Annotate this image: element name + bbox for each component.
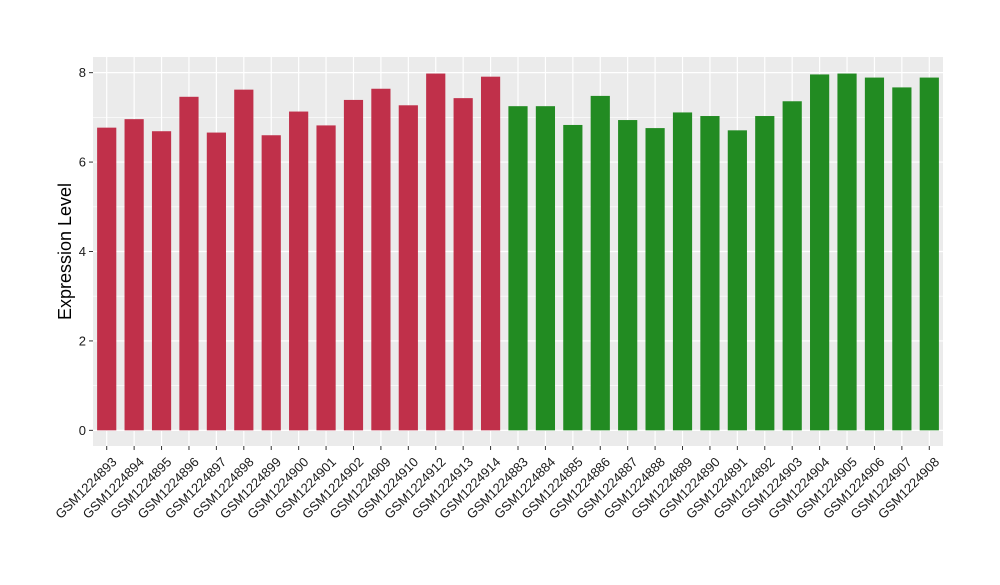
bar-GSM1224884 [535, 106, 556, 431]
bar-GSM1224899 [261, 135, 281, 431]
y-axis-title: Expression Level [55, 183, 75, 320]
bar-GSM1224900 [289, 111, 309, 431]
y-tick-label: 2 [79, 333, 86, 348]
bar-GSM1224909 [371, 88, 391, 431]
bar-GSM1224906 [864, 77, 885, 431]
bar-GSM1224912 [426, 73, 446, 431]
bar-GSM1224914 [480, 76, 501, 431]
y-tick-label: 6 [79, 155, 86, 170]
bar-GSM1224892 [755, 116, 775, 431]
bar-GSM1224904 [810, 74, 830, 431]
bar-GSM1224887 [618, 120, 638, 431]
bar-GSM1224913 [453, 98, 473, 431]
bar-GSM1224895 [151, 131, 172, 431]
bar-GSM1224890 [700, 116, 720, 431]
y-tick-label: 8 [79, 65, 86, 80]
bar-GSM1224886 [590, 95, 610, 431]
y-tick-label: 4 [79, 244, 86, 259]
bar-GSM1224908 [919, 77, 939, 431]
bar-GSM1224901 [316, 125, 336, 431]
bar-GSM1224898 [234, 89, 254, 431]
bar-GSM1224891 [727, 130, 747, 431]
bar-GSM1224903 [782, 101, 802, 431]
y-tick-label: 0 [79, 423, 86, 438]
bars [97, 73, 939, 431]
y-axis: 0 2 4 6 8 [79, 65, 93, 438]
bar-GSM1224893 [97, 127, 117, 431]
bar-GSM1224889 [672, 112, 693, 431]
bar-GSM1224896 [179, 96, 199, 431]
bar-GSM1224883 [508, 106, 528, 431]
bar-GSM1224910 [398, 105, 418, 431]
bar-GSM1224902 [343, 99, 364, 431]
x-axis: GSM1224893GSM1224894GSM1224895GSM1224896… [52, 446, 942, 522]
bar-GSM1224888 [645, 128, 665, 431]
bar-GSM1224907 [892, 87, 912, 431]
bar-GSM1224897 [206, 132, 226, 431]
bar-GSM1224894 [124, 119, 144, 431]
bar-GSM1224905 [837, 73, 857, 431]
bar-GSM1224885 [563, 124, 583, 431]
